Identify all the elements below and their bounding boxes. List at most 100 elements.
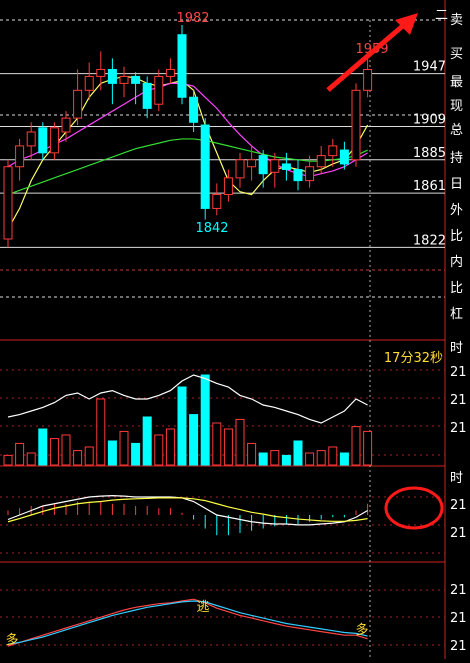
sidebar-label: 卖 bbox=[450, 13, 463, 28]
candle-body bbox=[247, 159, 257, 168]
sidebar-label: 持 bbox=[450, 151, 463, 166]
sidebar-label: 现 bbox=[450, 99, 463, 114]
candle-body bbox=[339, 149, 349, 165]
kdj-d bbox=[7, 600, 368, 645]
candle-body bbox=[131, 75, 141, 84]
sidebar-label: 21 bbox=[450, 393, 467, 408]
candle-body bbox=[258, 155, 268, 175]
volume-bar bbox=[258, 452, 268, 466]
volume-bar bbox=[154, 434, 164, 466]
volume-bar bbox=[15, 442, 25, 466]
candle-body bbox=[328, 145, 338, 157]
volume-bar bbox=[96, 398, 106, 466]
red-circle bbox=[384, 486, 444, 530]
volume-bar bbox=[316, 450, 326, 466]
volume-bar bbox=[49, 438, 59, 466]
sidebar-label: 时 bbox=[450, 471, 463, 486]
sidebar-label: 21 bbox=[450, 526, 467, 541]
sidebar-label: 外 bbox=[450, 203, 463, 218]
volume-bar bbox=[200, 374, 210, 466]
moving-average bbox=[7, 138, 368, 196]
sidebar-label: 21 bbox=[450, 611, 467, 626]
panel-dotted-lines bbox=[0, 369, 445, 646]
volume-bar bbox=[119, 430, 129, 466]
candle-body bbox=[189, 96, 199, 123]
candle-body bbox=[3, 166, 13, 240]
volume-bar bbox=[339, 452, 349, 466]
candle-body bbox=[200, 124, 210, 209]
volume-bar bbox=[142, 416, 152, 466]
volume-bar bbox=[328, 446, 338, 466]
candle-body bbox=[235, 159, 245, 179]
volume-bar bbox=[73, 450, 83, 466]
volume-bar bbox=[177, 386, 187, 466]
candle-body bbox=[305, 166, 315, 182]
red-arrow bbox=[326, 13, 418, 92]
corner-mark: 二 bbox=[435, 8, 448, 23]
volume-bar bbox=[84, 446, 94, 466]
sidebar-label: 21 bbox=[450, 365, 467, 380]
volume-bar bbox=[235, 418, 245, 466]
volume-bar bbox=[61, 434, 71, 466]
price-tick-label: 1909 bbox=[413, 112, 446, 127]
sidebar-label: 杠 bbox=[450, 306, 463, 322]
candle-body bbox=[293, 169, 303, 182]
volume-ma bbox=[7, 374, 368, 424]
candle-body bbox=[26, 131, 36, 147]
volume-bar bbox=[26, 452, 36, 466]
volume-bar bbox=[247, 442, 257, 466]
candle-body bbox=[142, 82, 152, 109]
sidebar-label: 比 bbox=[450, 229, 463, 244]
sidebar-label: 内 bbox=[450, 254, 463, 270]
price-tick-label: 1947 bbox=[413, 60, 446, 75]
escape-signal: 逃 bbox=[196, 600, 209, 615]
candle-body bbox=[15, 145, 25, 168]
candle-body bbox=[38, 127, 48, 154]
panel-separators bbox=[0, 0, 446, 659]
sidebar-label: 21 bbox=[450, 639, 467, 654]
volume-bar bbox=[38, 428, 48, 466]
candle-body bbox=[270, 159, 280, 173]
macd-dif bbox=[7, 495, 368, 526]
candle-body bbox=[351, 89, 361, 161]
sidebar-label: 比 bbox=[450, 281, 463, 296]
candle-body bbox=[119, 75, 129, 84]
candle-body bbox=[73, 89, 83, 119]
volume-bar bbox=[107, 440, 117, 466]
sidebar-label: 21 bbox=[450, 421, 467, 436]
price-tick-label: 1861 bbox=[413, 179, 446, 194]
volume-bar bbox=[281, 454, 291, 466]
volume-bar bbox=[293, 440, 303, 466]
candle-body bbox=[212, 194, 222, 209]
candle-body bbox=[316, 155, 326, 168]
candle-body bbox=[49, 127, 59, 154]
volume-bar bbox=[165, 428, 175, 466]
candle-body bbox=[96, 68, 106, 77]
candle-body bbox=[223, 177, 233, 196]
sidebar-label: 日 bbox=[450, 177, 463, 192]
sidebar-label: 买 bbox=[450, 47, 463, 62]
volume-bar bbox=[131, 442, 141, 466]
candle-body bbox=[281, 163, 291, 171]
price-tick-label: 1822 bbox=[413, 233, 446, 248]
sidebar-label: 21 bbox=[450, 583, 467, 598]
sidebar-label: 21 bbox=[450, 498, 467, 513]
timer: 17分32秒 bbox=[384, 351, 443, 366]
candle-body bbox=[363, 68, 373, 91]
candle-body bbox=[165, 68, 175, 77]
volume-bar bbox=[351, 426, 361, 466]
candle-body bbox=[84, 75, 94, 91]
volume-bar bbox=[223, 428, 233, 466]
volume-bar bbox=[363, 430, 373, 466]
candle-body bbox=[177, 34, 187, 98]
volume-bar bbox=[270, 450, 280, 466]
sidebar-label: 总 bbox=[450, 123, 463, 138]
volume-bar bbox=[305, 452, 315, 466]
low-label: 1842 bbox=[195, 221, 228, 236]
macd-dea bbox=[7, 497, 368, 523]
price-tick-label: 1885 bbox=[413, 146, 446, 161]
volume-bar bbox=[212, 422, 222, 466]
volume-bar bbox=[3, 454, 13, 466]
